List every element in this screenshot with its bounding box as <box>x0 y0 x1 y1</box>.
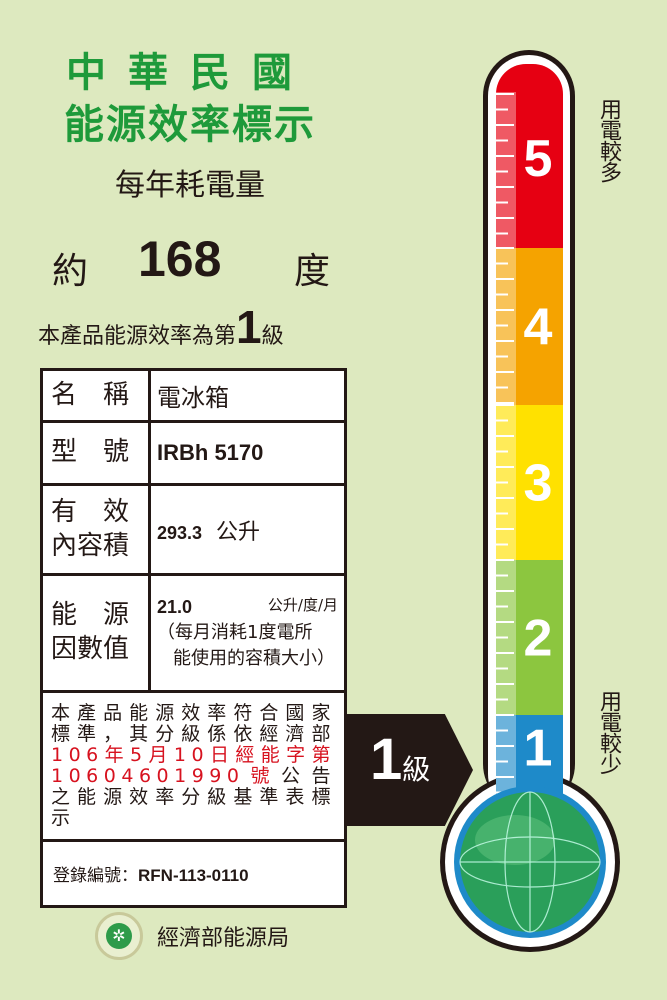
notice-announcement: 106年5月10日經能字第10604601990號 <box>51 744 336 787</box>
factor-value: 21.0 <box>157 597 193 618</box>
factor-label-1: 能 源 <box>51 600 130 631</box>
subtitle: 每年耗電量 <box>115 168 265 203</box>
arrow-level: 1 <box>370 727 403 792</box>
registration-label: 登錄編號： <box>53 866 138 886</box>
grade-suffix: 級 <box>261 324 284 349</box>
spec-table: 名 稱電冰箱 型 號 IRBh 5170 有 效內容積 293.3 公升 能 源因數… <box>40 368 347 908</box>
more-power-label: 用電較多 <box>596 98 621 182</box>
consumption-prefix: 約 <box>52 251 89 292</box>
volume-value: 293.3 <box>157 522 203 543</box>
volume-label-2: 內容積 <box>51 530 130 561</box>
level-3-label: 3 <box>524 455 553 513</box>
level-4-label: 4 <box>524 299 553 357</box>
less-power-label: 用電較少 <box>596 690 621 774</box>
model-label: 型 號 <box>40 420 151 486</box>
title-line1: 中華民國 <box>66 50 314 96</box>
agency-name: 經濟部能源局 <box>157 926 290 951</box>
factor-note-2: 能使用的容積大小） <box>173 647 335 669</box>
level-2-label: 2 <box>524 610 553 668</box>
consumption-unit: 度 <box>294 251 331 292</box>
name-label: 名 稱 <box>40 368 151 423</box>
grade-level: 1 <box>236 301 262 353</box>
annual-consumption: 約 168 度 <box>40 231 360 292</box>
agency-footer: ✲ 經濟部能源局 <box>95 912 289 960</box>
level-1-label: 1 <box>524 720 553 778</box>
notice-text-a: 本產品能源效率符合國家標準，其分級係依經濟部 <box>51 702 336 745</box>
arrow-suffix: 級 <box>402 753 431 786</box>
bureau-of-energy-logo: ✲ <box>95 912 143 960</box>
notice-text-b: 公告之能源效率分級基準表標示 <box>51 765 336 829</box>
standard-notice: 本產品能源效率符合國家標準，其分級係依經濟部106年5月10日經能字第10604… <box>40 690 347 842</box>
level-1-segment <box>496 715 563 800</box>
factor-label-2: 因數值 <box>51 634 130 664</box>
name-value: 電冰箱 <box>148 368 347 423</box>
grade-arrow <box>345 714 473 826</box>
grade-prefix: 本產品能源效率為第 <box>38 324 237 349</box>
consumption-value: 168 <box>138 231 222 287</box>
title-line2: 能源效率標示 <box>64 102 316 148</box>
level-5-label: 5 <box>524 130 553 188</box>
volume-label-1: 有 效 <box>51 496 130 527</box>
factor-note-1: （每月消耗1度電所 <box>157 622 313 644</box>
grade-arrow-label: 1級 <box>370 726 430 793</box>
factor-unit: 公升/度/月 <box>267 596 338 615</box>
volume-unit: 公升 <box>216 519 261 545</box>
model-value: IRBh 5170 <box>148 420 347 486</box>
registration-number: RFN-113-0110 <box>138 866 249 885</box>
grade-statement: 本產品能源效率為第1級 <box>38 300 284 354</box>
